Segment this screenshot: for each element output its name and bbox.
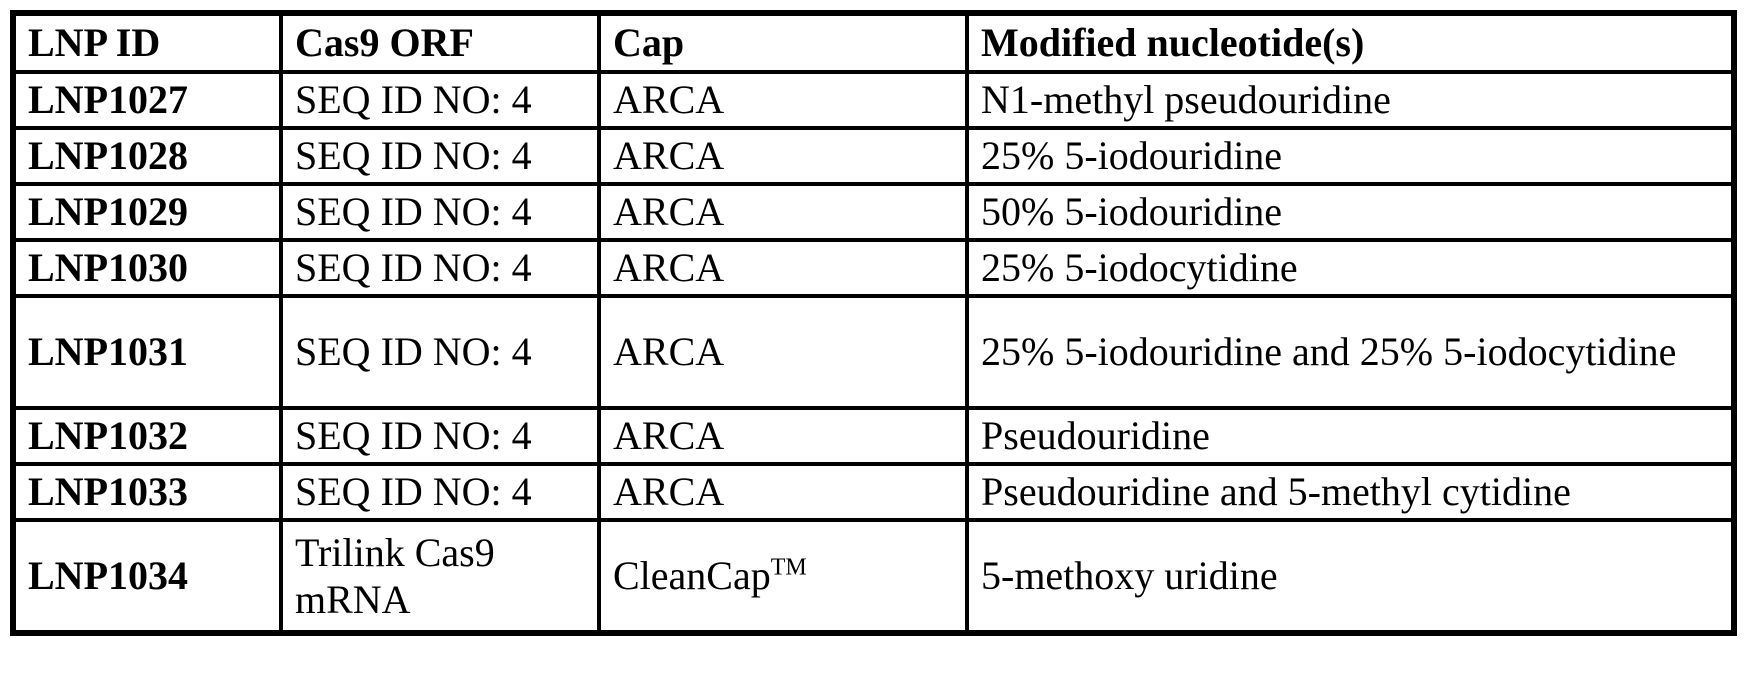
cell-cas9-orf: SEQ ID NO: 4 (279, 462, 601, 522)
table-row: LNP1031 SEQ ID NO: 4 ARCA 25% 5-iodourid… (11, 294, 1736, 410)
cell-modified-nucleotides: 25% 5-iodouridine and 25% 5-iodocytidine (965, 294, 1736, 410)
col-header-cas9-orf: Cas9 ORF (279, 11, 601, 74)
cell-cap: ARCA (597, 70, 969, 130)
cell-modified-nucleotides: 25% 5-iodouridine (965, 126, 1736, 186)
col-header-lnp-id: LNP ID (11, 11, 283, 74)
table-row: LNP1029 SEQ ID NO: 4 ARCA 50% 5-iodourid… (11, 182, 1736, 242)
cell-lnp-id: LNP1031 (11, 294, 283, 410)
cell-cap: CleanCapTM (597, 518, 969, 635)
cell-cap: ARCA (597, 238, 969, 298)
cell-cas9-orf: SEQ ID NO: 4 (279, 406, 601, 466)
cell-cap: ARCA (597, 126, 969, 186)
cell-modified-nucleotides: 50% 5-iodouridine (965, 182, 1736, 242)
cell-modified-nucleotides: 5-methoxy uridine (965, 518, 1736, 635)
table-row: LNP1034 Trilink Cas9 mRNA CleanCapTM 5-m… (11, 518, 1736, 635)
cell-modified-nucleotides: Pseudouridine (965, 406, 1736, 466)
cap-brand-text: CleanCap (613, 553, 771, 599)
cell-lnp-id: LNP1028 (11, 126, 283, 186)
cell-cas9-orf: SEQ ID NO: 4 (279, 70, 601, 130)
cell-lnp-id: LNP1032 (11, 406, 283, 466)
cell-cas9-orf: SEQ ID NO: 4 (279, 294, 601, 410)
cell-cas9-orf: SEQ ID NO: 4 (279, 238, 601, 298)
col-header-cap: Cap (597, 11, 969, 74)
cell-modified-nucleotides: N1-methyl pseudouridine (965, 70, 1736, 130)
table-header-row: LNP ID Cas9 ORF Cap Modified nucleotide(… (11, 11, 1736, 74)
cell-lnp-id: LNP1030 (11, 238, 283, 298)
col-header-modified-nucleotides: Modified nucleotide(s) (965, 11, 1736, 74)
cell-modified-nucleotides: 25% 5-iodocytidine (965, 238, 1736, 298)
cell-lnp-id: LNP1034 (11, 518, 283, 635)
cell-lnp-id: LNP1033 (11, 462, 283, 522)
cell-modified-nucleotides: Pseudouridine and 5-methyl cytidine (965, 462, 1736, 522)
lnp-formulation-table: LNP ID Cas9 ORF Cap Modified nucleotide(… (10, 10, 1737, 636)
cell-lnp-id: LNP1027 (11, 70, 283, 130)
table-row: LNP1027 SEQ ID NO: 4 ARCA N1-methyl pseu… (11, 70, 1736, 130)
table-row: LNP1032 SEQ ID NO: 4 ARCA Pseudouridine (11, 406, 1736, 466)
cell-cap: ARCA (597, 294, 969, 410)
cell-cap: ARCA (597, 182, 969, 242)
table-row: LNP1028 SEQ ID NO: 4 ARCA 25% 5-iodourid… (11, 126, 1736, 186)
cell-cas9-orf: SEQ ID NO: 4 (279, 182, 601, 242)
cell-cas9-orf: Trilink Cas9 mRNA (279, 518, 601, 635)
cell-cap: ARCA (597, 462, 969, 522)
trademark-superscript: TM (770, 555, 807, 582)
table-row: LNP1030 SEQ ID NO: 4 ARCA 25% 5-iodocyti… (11, 238, 1736, 298)
table-row: LNP1033 SEQ ID NO: 4 ARCA Pseudouridine … (11, 462, 1736, 522)
cell-cas9-orf: SEQ ID NO: 4 (279, 126, 601, 186)
cell-lnp-id: LNP1029 (11, 182, 283, 242)
cell-cap: ARCA (597, 406, 969, 466)
